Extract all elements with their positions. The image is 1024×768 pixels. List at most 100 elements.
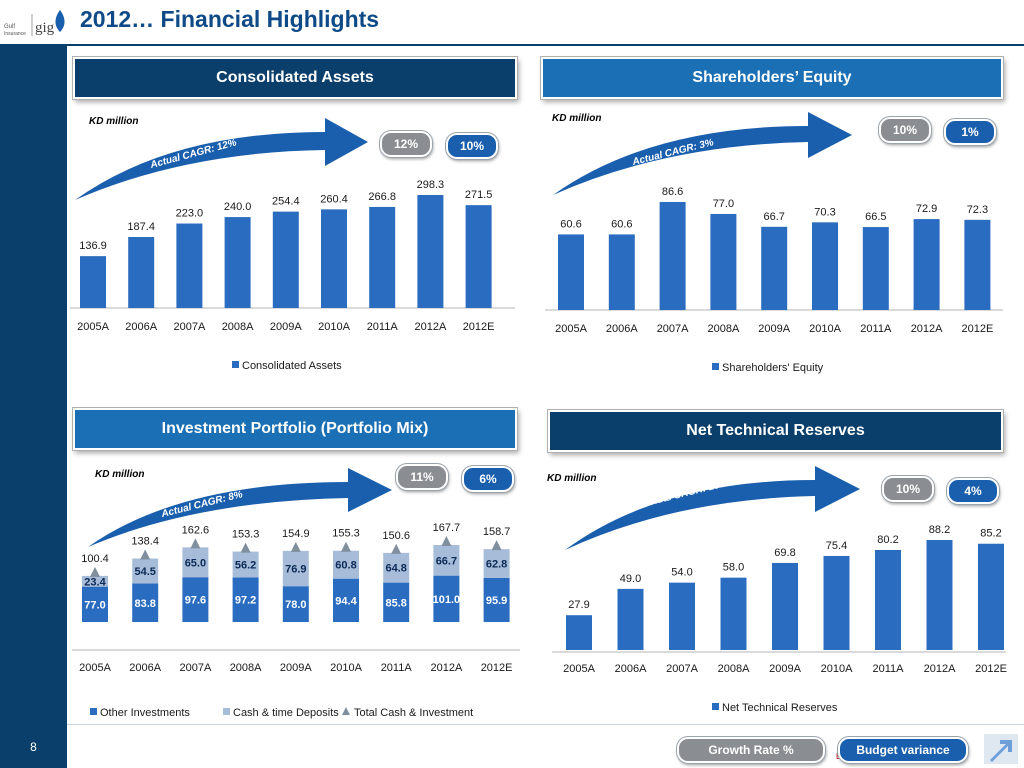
legend-label-cash: Cash & time Deposits [233,707,339,719]
unit-label-portfolio: KD million [95,469,145,480]
bar-other-0 [82,586,108,622]
total-marker-1 [140,549,151,560]
bar-other-7 [433,575,460,622]
total-label-8: 158.7 [483,526,511,538]
page-title: 2012… Financial Highlights [80,6,380,32]
bar-label-1-7: 72.9 [916,203,937,215]
tick-label-1-1: 2006A [606,323,638,335]
bar-label-3-3: 58.0 [723,562,744,574]
legend-swatch-0 [232,361,239,368]
budget-variance-legend: Budget variance [838,737,968,763]
bar-label-3-1: 49.0 [620,573,641,585]
bar-label-1-6: 66.5 [865,211,886,223]
total-marker-3 [240,542,251,553]
bar-label-1-1: 60.6 [611,218,632,230]
tick-label-2-8: 2012E [481,662,513,674]
bar-label-other-4: 78.0 [285,599,306,611]
tick-label-3-1: 2006A [615,663,647,675]
tick-label-1-4: 2009A [758,323,790,335]
bar-label-cash-2: 65.0 [185,557,206,569]
bar-label-1-2: 86.6 [662,186,683,198]
tick-label-2-5: 2010A [330,662,362,674]
bar-1-3 [710,213,737,310]
bar-cash-1 [132,558,159,584]
tick-label-2-6: 2011A [381,662,413,674]
bar-label-other-2: 97.6 [185,595,206,607]
tick-label-0-7: 2012A [414,321,446,333]
legend-swatch-cash [223,708,230,715]
bottom-divider [67,724,1024,725]
cagr-arrow-assets [75,118,368,200]
tick-label-0-3: 2008A [222,321,254,333]
bar-cash-2 [182,547,209,578]
bar-other-6 [383,582,410,622]
legend-swatch-3 [712,703,719,710]
bar-label-cash-7: 66.7 [436,555,457,567]
bar-label-other-0: 77.0 [84,599,105,611]
bar-label-3-0: 27.9 [568,599,589,611]
tick-label-2-3: 2008A [230,662,262,674]
unit-label-equity: KD million [552,113,602,124]
bar-0-5 [321,209,347,308]
tick-label-2-7: 2012A [430,662,462,674]
bar-0-4 [272,211,299,308]
bar-3-3 [720,577,747,650]
arrow-up-right-icon [984,734,1018,764]
bar-label-other-3: 97.2 [235,595,256,607]
tick-label-2-4: 2009A [280,662,312,674]
bar-label-1-5: 70.3 [814,206,835,218]
panel-header-portfolio: Investment Portfolio (Portfolio Mix) [72,407,518,451]
bar-3-0 [566,615,592,650]
total-label-6: 150.6 [382,530,410,542]
slide-number: 8 [30,740,37,754]
bar-other-2 [182,577,209,622]
bar-1-6 [862,227,889,310]
legend-swatch-1 [712,363,719,370]
bar-cash-7 [433,545,460,576]
bar-1-1 [608,234,635,310]
bar-other-4 [282,586,309,622]
tick-label-3-2: 2007A [666,663,698,675]
tick-label-1-6: 2011A [860,323,892,335]
growth-rate-legend: Growth Rate % [677,737,825,763]
total-marker-2 [190,538,201,549]
bar-label-0-7: 298.3 [417,179,445,191]
bar-label-0-1: 187.4 [127,221,155,233]
bar-1-7 [913,219,940,310]
svg-text:Gulf: Gulf [4,24,15,30]
bar-cash-8 [483,549,510,578]
total-label-0: 100.4 [81,553,109,565]
panel-header-assets: Consolidated Assets [72,56,518,100]
total-marker-7 [441,536,452,546]
budget-pill-equity: 1% [944,119,996,145]
legend-label-0: Consolidated Assets [242,360,342,372]
bar-3-1 [617,588,644,650]
total-marker-6 [391,543,402,554]
bar-0-1 [128,237,155,308]
total-label-2: 162.6 [182,524,210,536]
bar-label-1-4: 66.7 [763,211,784,223]
tick-label-3-4: 2009A [769,663,801,675]
bar-label-3-2: 54.0 [671,567,692,579]
bar-other-1 [132,583,159,622]
bar-label-0-5: 260.4 [320,193,348,205]
bar-label-cash-1: 54.5 [134,566,155,578]
legend-swatch-other [90,708,97,715]
bar-3-8 [978,543,1004,650]
tick-label-0-6: 2011A [367,321,399,333]
bar-0-6 [369,206,396,308]
tick-label-3-7: 2012A [924,663,956,675]
svg-text:Insurance: Insurance [4,31,26,37]
bar-label-cash-4: 76.9 [285,564,306,576]
tick-label-1-3: 2008A [707,323,739,335]
tick-label-0-5: 2010A [318,321,350,333]
bar-label-0-6: 266.8 [368,191,396,203]
bar-0-2 [176,223,203,308]
bar-label-3-4: 69.8 [774,547,795,559]
growth-pill-equity: 10% [879,117,931,143]
bar-0-7 [417,195,444,308]
bar-label-1-0: 60.6 [560,218,581,230]
total-marker-4 [290,541,301,552]
tick-label-1-2: 2007A [657,323,689,335]
